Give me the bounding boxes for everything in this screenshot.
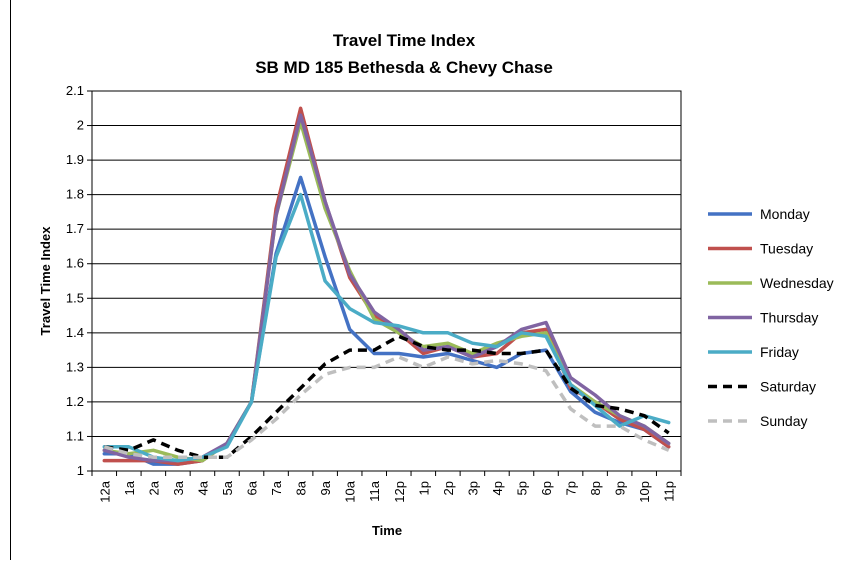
legend-label-saturday: Saturday [760,379,816,395]
y-tick-label: 1.3 [66,359,84,374]
legend-label-thursday: Thursday [760,310,818,326]
x-tick-label: 2a [146,480,161,495]
x-axis-label: Time [372,523,402,538]
x-tick-label: 1p [416,481,431,495]
legend-label-wednesday: Wednesday [760,275,834,291]
series-line-thursday [102,113,671,463]
x-tick-label: 11a [367,480,382,501]
chart-frame [10,0,858,560]
x-tick-label: 3a [171,480,186,495]
x-tick-label: 3p [465,481,480,495]
x-tick-label: 9p [613,481,628,495]
series-line-tuesday [102,106,671,466]
y-tick-label: 1.2 [66,394,84,409]
y-tick-labels: 1 1.1 1.2 1.3 1.4 1.5 1.6 1.7 1.8 1.9 2 2.1 [66,83,92,478]
legend: Monday Tuesday Wednesday Thursday Friday Satu… [708,206,834,429]
x-tick-label: 8p [588,481,603,495]
y-tick-label: 1.1 [66,428,84,443]
x-tick-label: 1a [122,480,137,495]
series-line-saturday [104,334,670,459]
x-tick-label: 9a [318,480,333,495]
chart-subtitle: SB MD 185 Bethesda & Chevy Chase [255,58,553,77]
legend-label-monday: Monday [760,206,810,222]
x-tick-labels: 12a 1a 2a 3a 4a 5a 6a 7a 8a 9a 10a 11a 12p 1p 2p 3p 4p 5p… [91,471,682,503]
y-tick-label: 1.6 [66,256,84,271]
x-tick-label: 8a [294,480,309,495]
series-line-sunday [103,355,670,459]
y-axis-label: Travel Time Index [38,226,53,336]
x-tick-label: 10a [343,480,358,502]
x-tick-label: 7p [564,481,579,495]
y-tick-label: 1.7 [66,221,84,236]
y-tick-label: 1.8 [66,187,84,202]
legend-label-friday: Friday [760,344,799,360]
x-tick-label: 5a [220,480,235,495]
x-tick-label: 2p [441,481,456,495]
x-tick-label: 4p [490,481,505,495]
y-tick-label: 2.1 [66,83,84,98]
x-tick-label: 7a [269,480,284,495]
series-lines [102,106,671,466]
x-tick-label: 6p [539,481,554,495]
x-tick-label: 5p [514,481,529,495]
legend-label-sunday: Sunday [760,413,807,429]
x-tick-label: 12p [392,481,407,503]
plot-area-border [91,90,682,472]
legend-label-tuesday: Tuesday [760,241,813,257]
x-tick-label: 10p [637,481,652,503]
y-tick-label: 2 [77,118,84,133]
chart-title: Travel Time Index [333,31,476,50]
x-tick-label: 4a [195,480,210,495]
y-tick-label: 1.9 [66,152,84,167]
series-line-wednesday [102,120,671,463]
x-tick-label: 6a [245,480,260,495]
y-tick-label: 1.4 [66,325,84,340]
gridlines [92,90,681,472]
x-tick-label: 12a [97,480,112,502]
y-tick-label: 1 [77,463,84,478]
x-tick-label: 11p [662,481,677,502]
y-tick-label: 1.5 [66,290,84,305]
